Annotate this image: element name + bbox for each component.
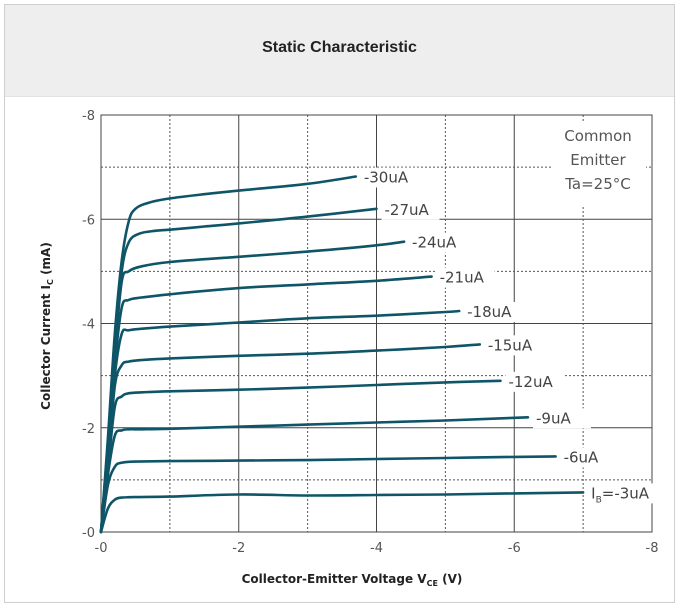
curve-label-bg: [588, 483, 663, 504]
curve-label-bg: [381, 199, 440, 220]
curves: [99, 175, 585, 534]
curve-label-sub: B: [596, 495, 602, 505]
series-line: [99, 379, 502, 534]
curve-label-text: =-3uA: [602, 484, 650, 502]
tick-labels: -0 -2 -4 -6 -8 -0 -2 -4 -6 -8: [82, 109, 658, 556]
x-tick-label: -4: [370, 541, 383, 556]
series-line: [99, 455, 557, 534]
curve-label-bg: [436, 267, 495, 288]
annotation: Common Emitter Ta=25°C: [552, 122, 646, 206]
y-tick-label: -8: [82, 109, 95, 124]
annotation-line: Emitter: [570, 151, 626, 169]
curve-label-bg: [484, 335, 543, 356]
annotation-line: Ta=25°C: [564, 175, 631, 193]
curve-label: IB=-3uA: [591, 484, 650, 505]
chart-panel: Static Characteristic: [4, 4, 675, 603]
x-axis-title-main: Collector-Emitter Voltage V: [242, 572, 428, 586]
curve-label: -30uA: [364, 169, 409, 187]
curve-label: -15uA: [488, 336, 533, 354]
curve-label-bg: [464, 301, 523, 322]
curve-label: -9uA: [536, 409, 571, 427]
x-tick-label: -6: [508, 541, 521, 556]
y-axis-title-main: Collector Current I: [39, 285, 53, 410]
curve-labels: -30uA -27uA -24uA -21uA -18uA -15uA -12uA -9uA -…: [360, 167, 663, 505]
curve-label-bg: [505, 371, 564, 392]
y-axis-title-sub: C: [46, 279, 55, 285]
series-line: [99, 416, 530, 534]
x-tick-label: -2: [232, 541, 245, 556]
annotation-line: Common: [564, 127, 632, 145]
series-line: [99, 491, 585, 534]
y-tick-label: -4: [82, 318, 95, 333]
curve-label-prefix: I: [591, 484, 595, 502]
curve-label: -18uA: [467, 303, 512, 321]
curve-label-bg: [409, 232, 468, 253]
curve-label-bg: [560, 447, 619, 468]
curve-label-bg: [533, 408, 592, 429]
y-tick-label: -6: [82, 213, 95, 228]
curve-label-bg: [360, 167, 419, 188]
curve-label: -24uA: [412, 234, 457, 252]
chart-title: Static Characteristic: [262, 39, 417, 56]
x-axis-title-tail: (V): [438, 572, 462, 586]
x-axis-title: Collector-Emitter Voltage VCE (V): [242, 572, 463, 588]
y-axis-title-tail: (mA): [39, 242, 53, 279]
x-tick-label: -0: [95, 541, 108, 556]
y-tick-label: -0: [82, 526, 95, 541]
curve-label: -12uA: [508, 373, 553, 391]
chart-header: Static Characteristic: [5, 5, 674, 97]
x-axis-title-sub: CE: [427, 579, 438, 588]
x-tick-label: -8: [646, 541, 659, 556]
curve-label: -6uA: [564, 448, 599, 466]
series-line: [99, 343, 482, 534]
plot-border: [100, 114, 653, 533]
annotation-bg: [552, 122, 646, 206]
y-tick-label: -2: [82, 422, 95, 437]
y-axis-title: Collector Current IC (mA): [39, 242, 55, 410]
curve-label: -27uA: [385, 201, 430, 219]
curve-label: -21uA: [440, 269, 485, 287]
